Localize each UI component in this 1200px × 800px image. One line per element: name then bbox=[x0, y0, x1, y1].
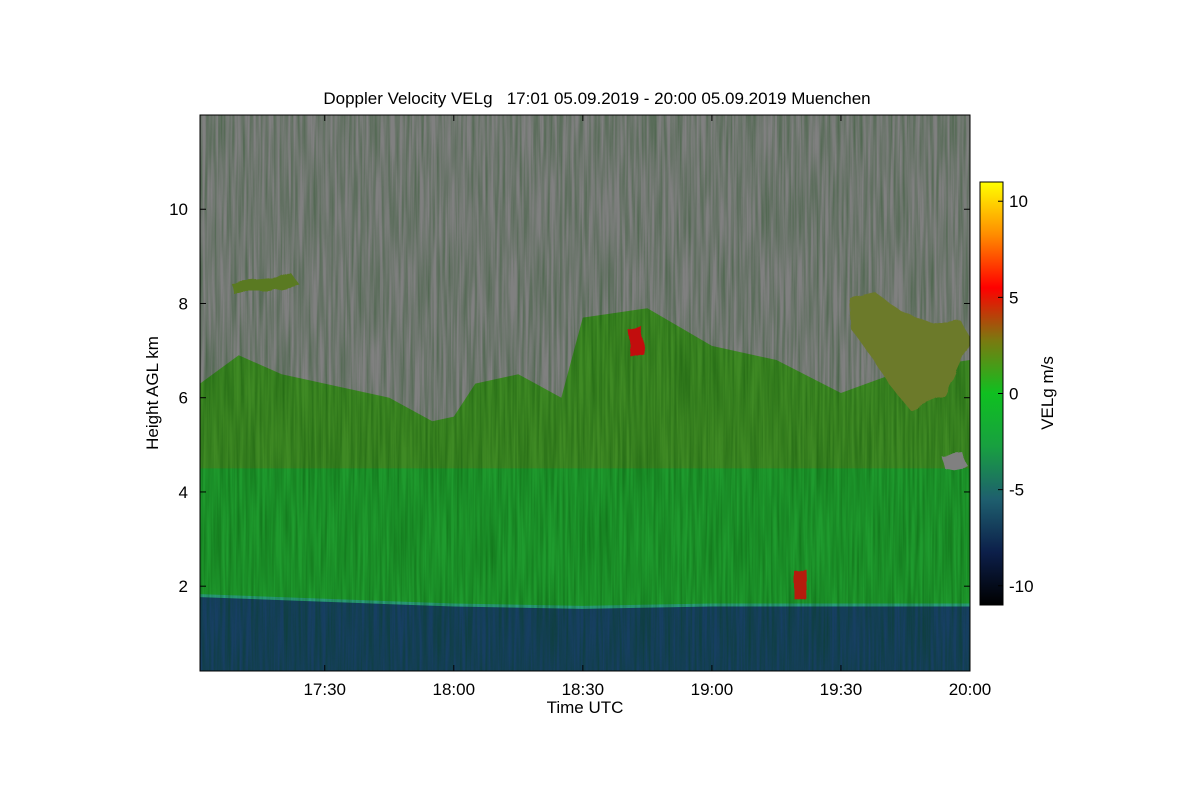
cirrus-patch-right bbox=[850, 292, 970, 410]
colorbar-ticks: -10 -5 0 5 10 bbox=[998, 192, 1034, 596]
colorbar-tick-label: -5 bbox=[1009, 481, 1024, 500]
y-tick-label: 6 bbox=[179, 389, 188, 408]
y-tick-label: 10 bbox=[169, 200, 188, 219]
colorbar-tick-label: 5 bbox=[1009, 288, 1018, 307]
x-tick-label: 20:00 bbox=[949, 680, 992, 699]
cloud-patches bbox=[230, 270, 970, 600]
colorbar: -10 -5 0 5 10 VELg m/s bbox=[979, 181, 1057, 606]
colorbar-tick-label: -10 bbox=[1009, 577, 1034, 596]
x-tick-label: 19:00 bbox=[691, 680, 734, 699]
plot-area bbox=[200, 115, 970, 671]
colorbar-tick-label: 10 bbox=[1009, 192, 1028, 211]
x-tick-label: 18:30 bbox=[562, 680, 605, 699]
updraft-red-2 bbox=[795, 568, 806, 600]
y-axis: 2 4 6 8 10 bbox=[169, 200, 970, 596]
x-axis: 17:30 18:00 18:30 19:00 19:30 20:00 bbox=[303, 115, 991, 699]
x-tick-label: 17:30 bbox=[303, 680, 346, 699]
plot-frame bbox=[199, 114, 971, 672]
texture-overlay bbox=[200, 115, 970, 671]
colorbar-label: VELg m/s bbox=[1038, 356, 1057, 430]
y-tick-label: 8 bbox=[179, 294, 188, 313]
y-axis-label: Height AGL km bbox=[143, 336, 162, 450]
y-tick-label: 2 bbox=[179, 577, 188, 596]
updraft-red-1 bbox=[628, 325, 645, 358]
x-axis-label: Time UTC bbox=[547, 698, 624, 717]
x-tick-label: 19:30 bbox=[820, 680, 863, 699]
colorbar-tick-label: 0 bbox=[1009, 385, 1018, 404]
cloud-hole bbox=[940, 452, 968, 470]
y-tick-label: 4 bbox=[179, 483, 188, 502]
x-tick-label: 18:00 bbox=[433, 680, 476, 699]
chart-title: Doppler Velocity VELg 17:01 05.09.2019 -… bbox=[323, 89, 870, 108]
cirrus-patch-left bbox=[230, 270, 300, 292]
